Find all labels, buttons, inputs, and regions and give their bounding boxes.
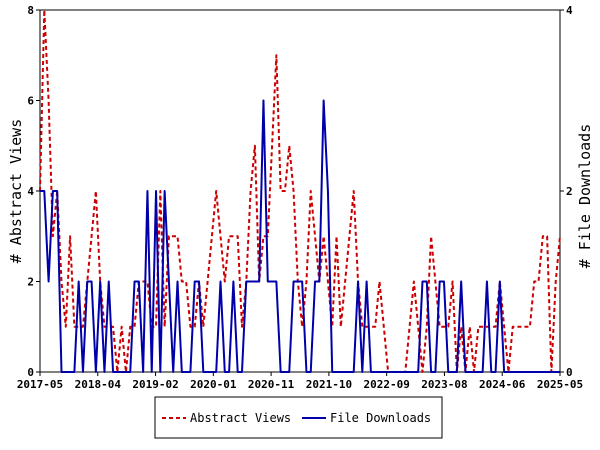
x-tick-label: 2025-05: [537, 378, 583, 391]
left-tick-label: 6: [27, 95, 34, 108]
x-tick-label: 2020-11: [248, 378, 295, 391]
x-tick-label: 2024-06: [479, 378, 526, 391]
right-axis-title: # File Downloads: [576, 124, 594, 269]
legend-box: [154, 396, 443, 439]
right-tick-label: 2: [566, 185, 573, 198]
plot-area: [39, 9, 561, 373]
left-tick-label: 2: [27, 276, 34, 289]
right-y-axis: 0 2 4: [560, 4, 573, 379]
x-tick-label: 2023-08: [421, 378, 467, 391]
x-tick-label: 2018-04: [75, 378, 122, 391]
x-tick-label: 2017-05: [17, 378, 63, 391]
legend: Abstract Views File Downloads: [154, 396, 443, 439]
x-axis: 2017-05 2018-04 2019-02 2020-01 2020-11 2021-…: [17, 372, 583, 391]
left-tick-label: 8: [27, 4, 34, 17]
abstract-views-series-line: [39, 9, 561, 373]
right-tick-label: 0: [566, 366, 573, 379]
x-tick-label: 2019-02: [132, 378, 178, 391]
x-tick-label: 2021-10: [306, 378, 352, 391]
left-y-axis: 0 2 4 6 8: [27, 4, 40, 379]
left-axis-title: # Abstract Views: [7, 119, 25, 264]
legend-label-abstract-views: Abstract Views: [190, 411, 291, 425]
x-tick-label: 2022-09: [363, 378, 409, 391]
left-tick-label: 0: [27, 366, 34, 379]
legend-label-file-downloads: File Downloads: [330, 411, 431, 425]
file-downloads-series-line: [40, 99, 560, 373]
x-tick-label: 2020-01: [190, 378, 237, 391]
left-tick-label: 4: [27, 185, 34, 198]
right-tick-label: 4: [566, 4, 573, 17]
series-layer: [39, 9, 561, 373]
